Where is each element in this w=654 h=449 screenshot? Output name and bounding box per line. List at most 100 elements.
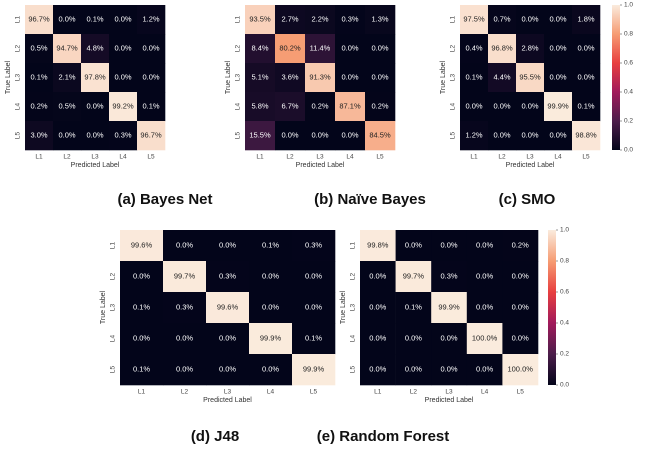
heatmap-cell [395, 323, 432, 355]
heatmap-cell [488, 63, 517, 93]
cell-label: 0.0% [512, 333, 529, 342]
heatmap-cell [275, 63, 306, 93]
heatmap-cell [109, 5, 138, 35]
heatmap-cell [120, 230, 164, 262]
cell-label: 84.5% [369, 130, 391, 139]
cell-label: 94.7% [56, 43, 78, 52]
heatmap-cell [516, 92, 545, 122]
cell-label: 0.0% [440, 240, 457, 249]
heatmap-cell [502, 261, 539, 293]
heatmap-cell [360, 261, 396, 293]
x-tick-label: L1 [470, 154, 478, 161]
y-axis-label: True Label [225, 60, 232, 94]
cell-label: 97.8% [84, 72, 106, 81]
heatmap-cell [488, 5, 517, 35]
heatmap-cell [275, 92, 306, 122]
cell-label: 0.1% [465, 72, 482, 81]
heatmap-cell [206, 323, 250, 355]
cell-label: 0.0% [405, 333, 422, 342]
cell-label: 2.2% [311, 14, 328, 23]
heatmap-cell [25, 92, 54, 122]
heatmap-cell [275, 5, 306, 35]
heatmap-cell [137, 5, 166, 35]
x-tick-label: L1 [256, 154, 264, 161]
heatmap-cell [206, 354, 250, 386]
cell-label: 0.0% [311, 130, 328, 139]
heatmap-cell [466, 261, 503, 293]
heatmap-cell [572, 34, 601, 64]
heatmap-cell [163, 261, 207, 293]
x-axis-label: Predicted Label [506, 162, 555, 169]
heatmap-cell [245, 34, 276, 64]
heatmap-cell [206, 261, 250, 293]
heatmap-cell [25, 5, 54, 35]
y-tick-label: L4 [110, 335, 117, 343]
heatmap-cell [109, 92, 138, 122]
heatmap-cell [365, 121, 396, 151]
heatmap-cell [431, 261, 468, 293]
cell-label: 0.0% [493, 130, 510, 139]
heatmap-cell [245, 5, 276, 35]
cell-label: 0.3% [176, 302, 193, 311]
heatmap-cell [120, 261, 164, 293]
cell-label: 0.0% [369, 302, 386, 311]
y-tick-label: L4 [15, 103, 22, 111]
x-tick-label: L5 [582, 154, 590, 161]
heatmap-cell [292, 354, 336, 386]
heatmap-cell [206, 292, 250, 324]
heatmap-cell [275, 121, 306, 151]
heatmap-cell [466, 354, 503, 386]
cell-label: 0.0% [262, 302, 279, 311]
cell-label: 0.0% [476, 302, 493, 311]
heatmap-cell [249, 323, 293, 355]
heatmap-cell [460, 92, 489, 122]
x-tick-label: L5 [310, 389, 318, 396]
heatmap-cell [360, 354, 396, 386]
cell-label: 80.2% [279, 43, 301, 52]
heatmap-cell [137, 92, 166, 122]
heatmap-cell [25, 121, 54, 151]
heatmap-cell [544, 5, 573, 35]
heatmap-cell [335, 121, 366, 151]
cell-label: 0.0% [476, 364, 493, 373]
heatmap-cell [572, 92, 601, 122]
cell-label: 99.9% [438, 302, 460, 311]
cell-label: 0.0% [133, 333, 150, 342]
heatmap-cell [305, 34, 336, 64]
caption: (d) J48 [191, 428, 239, 445]
colorbar-tick-label: 0.8 [560, 258, 569, 265]
heatmap-cell [572, 5, 601, 35]
caption: (c) SMO [499, 191, 556, 208]
heatmap-cell [292, 261, 336, 293]
heatmap-cell [431, 323, 468, 355]
cell-label: 0.0% [405, 364, 422, 373]
cell-label: 0.0% [549, 130, 566, 139]
heatmap-cell [335, 92, 366, 122]
heatmap-cell [572, 63, 601, 93]
cell-label: 1.2% [142, 14, 159, 23]
cell-label: 0.0% [371, 72, 388, 81]
heatmap-cell [305, 63, 336, 93]
y-tick-label: L4 [450, 103, 457, 111]
cell-label: 0.0% [86, 101, 103, 110]
heatmap-cell [249, 292, 293, 324]
heatmap-cell [249, 354, 293, 386]
cell-label: 3.0% [30, 130, 47, 139]
y-tick-label: L1 [110, 242, 117, 250]
cell-label: 0.0% [142, 43, 159, 52]
heatmap-cell [460, 34, 489, 64]
x-tick-label: L4 [267, 389, 275, 396]
cell-label: 96.7% [28, 14, 50, 23]
x-axis-label: Predicted Label [203, 397, 252, 404]
heatmap-cell [120, 354, 164, 386]
cell-label: 0.5% [30, 43, 47, 52]
cell-label: 0.2% [512, 240, 529, 249]
heatmap-cell [466, 292, 503, 324]
colorbar-tick-label: 0.6 [624, 60, 633, 67]
x-axis-label: Predicted Label [425, 397, 474, 404]
cell-label: 100.0% [472, 333, 498, 342]
cell-label: 0.3% [341, 14, 358, 23]
cell-label: 96.7% [140, 130, 162, 139]
colorbar [612, 5, 620, 150]
heatmap-cell [502, 230, 539, 262]
